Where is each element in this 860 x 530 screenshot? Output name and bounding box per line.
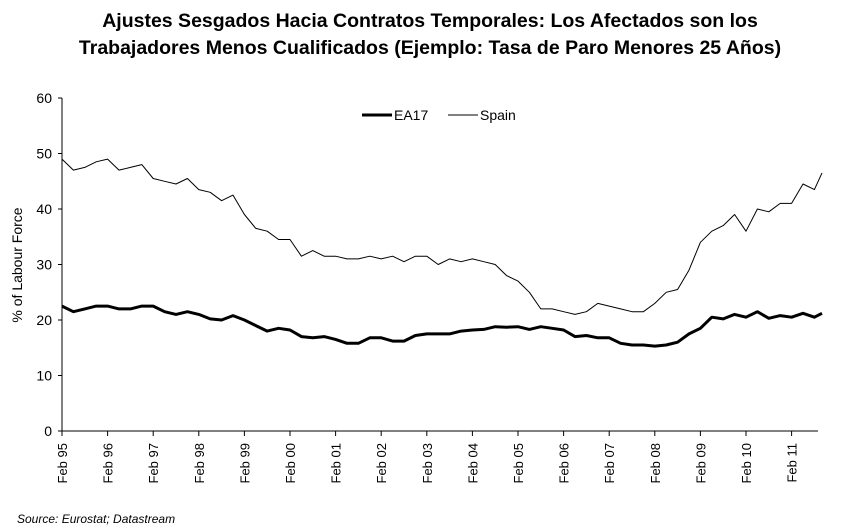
chart-title-line-2: Trabajadores Menos Cualificados (Ejemplo… [78,37,782,59]
x-tick-label: Feb 97 [146,443,161,483]
y-axis-label: % of Labour Force [9,207,25,322]
y-tick-label: 40 [36,201,52,217]
x-tick-label: Feb 05 [511,443,526,483]
x-tick-label: Feb 00 [283,443,298,483]
chart-title-line-1: Ajustes Sesgados Hacia Contratos Tempora… [102,10,758,32]
x-tick-label: Feb 01 [329,443,344,483]
series-line-ea17 [61,304,823,348]
legend-label-spain: Spain [480,107,516,123]
y-tick-label: 30 [36,257,52,273]
x-tick-label: Feb 98 [192,443,207,483]
y-tick-label: 10 [36,368,52,384]
x-tick-label: Feb 06 [557,443,572,483]
x-tick-label: Feb 04 [465,443,480,483]
x-tick-label: Feb 02 [374,443,389,483]
x-tick-label: Feb 10 [739,443,754,483]
x-tick-label: Feb 99 [237,443,252,483]
chart-title: Ajustes Sesgados Hacia Contratos Tempora… [0,8,860,62]
x-tick-label: Feb 95 [55,443,70,483]
x-tick-label: Feb 07 [602,443,617,483]
y-tick-label: 20 [36,312,52,328]
x-tick-label: Feb 96 [101,443,116,483]
x-tick-label: Feb 11 [785,443,800,483]
x-tick-label: Feb 09 [693,443,708,483]
x-tick-label: Feb 08 [648,443,663,483]
y-tick-label: 0 [44,423,52,439]
legend-label-ea17: EA17 [394,107,428,123]
x-tick-label: Feb 03 [420,443,435,483]
series-line-spain [61,158,823,315]
source-note: Source: Eurostat; Datastream [17,512,176,526]
y-tick-label: 50 [36,146,52,162]
y-tick-label: 60 [36,90,52,106]
